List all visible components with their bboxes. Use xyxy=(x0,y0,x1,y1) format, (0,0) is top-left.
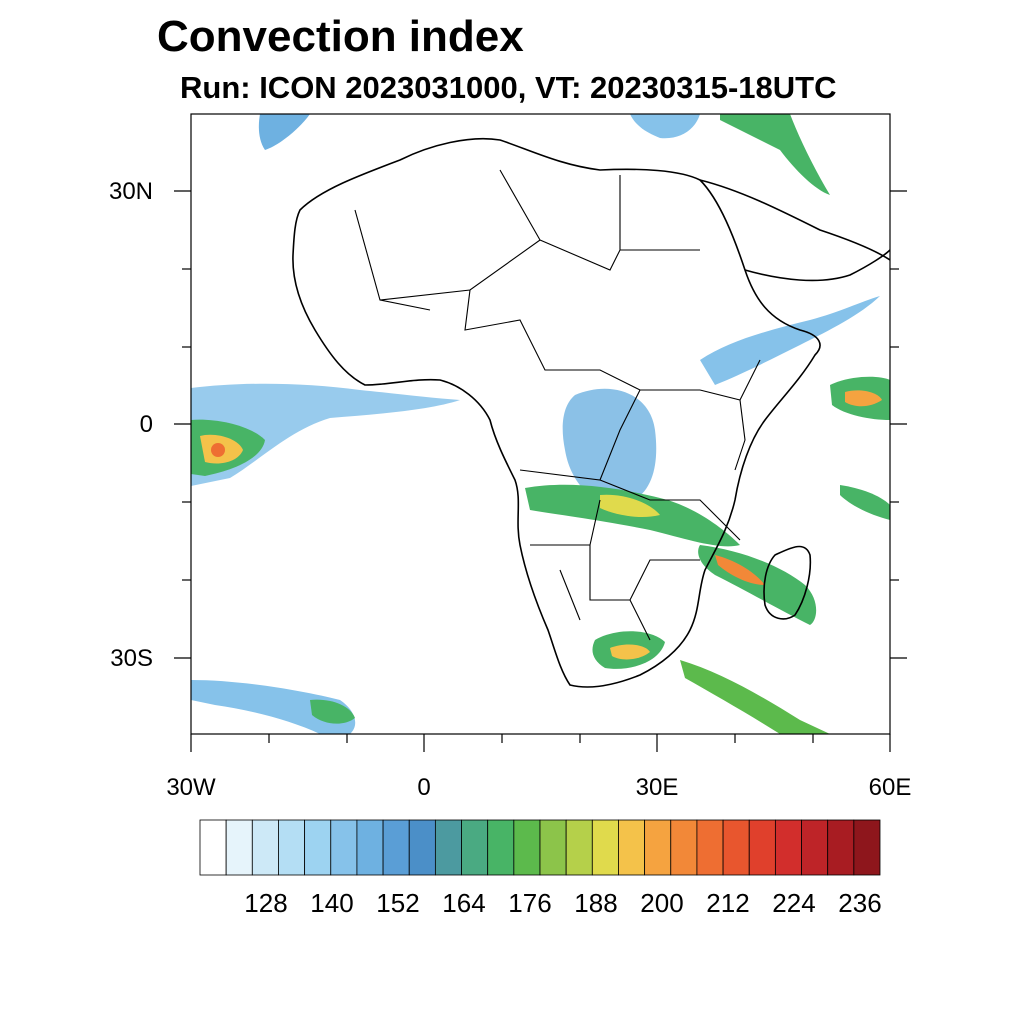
lon-ticks xyxy=(190,734,891,752)
colorbar-cell xyxy=(434,819,462,876)
field-indian-ocean-east-core xyxy=(845,390,882,407)
colorbar-cell xyxy=(853,819,881,876)
lon-label-30w: 30W xyxy=(166,774,216,801)
colorbar xyxy=(199,819,881,876)
colorbar-cell xyxy=(199,819,227,876)
lon-label-0: 0 xyxy=(417,774,431,801)
field-indian-ocean-se xyxy=(840,485,890,520)
coastlines xyxy=(292,137,890,688)
field-zambia-core xyxy=(600,494,660,518)
lat-ticks xyxy=(174,190,907,659)
colorbar-cell xyxy=(618,819,646,876)
country-borders xyxy=(354,169,761,641)
field-indian-ocean-south xyxy=(680,660,830,734)
colorbar-cell xyxy=(591,819,619,876)
colorbar-label: 176 xyxy=(508,888,552,918)
colorbar-cell xyxy=(304,819,332,876)
field-east-africa xyxy=(700,296,880,385)
colorbar-label: 152 xyxy=(376,888,420,918)
colorbar-cell xyxy=(225,819,253,876)
lat-label-30s: 30S xyxy=(110,645,153,672)
field-atlantic-peak xyxy=(211,443,225,457)
colorbar-cell xyxy=(251,819,279,876)
colorbar-cell xyxy=(356,819,384,876)
colorbar-cell xyxy=(644,819,672,876)
africa-coastline xyxy=(292,137,821,688)
colorbar-cell xyxy=(748,819,776,876)
colorbar-cell xyxy=(487,819,515,876)
field-north-atlantic xyxy=(258,114,310,150)
colorbar-label: 188 xyxy=(574,888,618,918)
chart-title: Convection index xyxy=(157,12,524,61)
colorbar-label: 236 xyxy=(838,888,882,918)
colorbar-cell xyxy=(539,819,567,876)
border-lines-east xyxy=(699,359,761,471)
colorbar-label: 200 xyxy=(640,888,684,918)
lat-label-0: 0 xyxy=(139,411,153,438)
field-south-atlantic xyxy=(191,680,356,734)
colorbar-cell xyxy=(774,819,802,876)
field-south-atlantic-core xyxy=(310,699,355,724)
colorbar-cell xyxy=(722,819,750,876)
madagascar-coastline xyxy=(763,545,812,620)
border-lines-central xyxy=(519,389,741,641)
colorbar-cell xyxy=(513,819,541,876)
colorbar-cell xyxy=(382,819,410,876)
lat-label-30n: 30N xyxy=(108,178,153,205)
colorbar-cell xyxy=(670,819,698,876)
colorbar-label: 164 xyxy=(442,888,486,918)
border-lines-north xyxy=(354,169,700,391)
convection-fields xyxy=(191,114,890,734)
colorbar-cell xyxy=(801,819,829,876)
arabia-coastline xyxy=(699,179,890,282)
lon-label-30e: 30E xyxy=(635,774,679,801)
field-mozambique-hot xyxy=(715,555,765,585)
field-mideast xyxy=(720,114,830,195)
chart-subtitle: Run: ICON 2023031000, VT: 20230315-18UTC xyxy=(180,70,837,105)
colorbar-label: 224 xyxy=(772,888,816,918)
field-aegean xyxy=(630,114,700,139)
colorbar-label: 212 xyxy=(706,888,750,918)
colorbar-cell xyxy=(330,819,358,876)
lon-label-60e: 60E xyxy=(868,774,912,801)
colorbar-cell xyxy=(461,819,489,876)
colorbar-cell xyxy=(827,819,855,876)
colorbar-cell xyxy=(408,819,436,876)
colorbar-cell xyxy=(565,819,593,876)
field-congo xyxy=(562,388,657,505)
colorbar-label: 128 xyxy=(244,888,288,918)
field-atlantic-band xyxy=(191,383,460,486)
colorbar-label: 140 xyxy=(310,888,354,918)
field-south-africa-core xyxy=(610,644,650,660)
colorbar-cell xyxy=(278,819,306,876)
colorbar-cell xyxy=(696,819,724,876)
